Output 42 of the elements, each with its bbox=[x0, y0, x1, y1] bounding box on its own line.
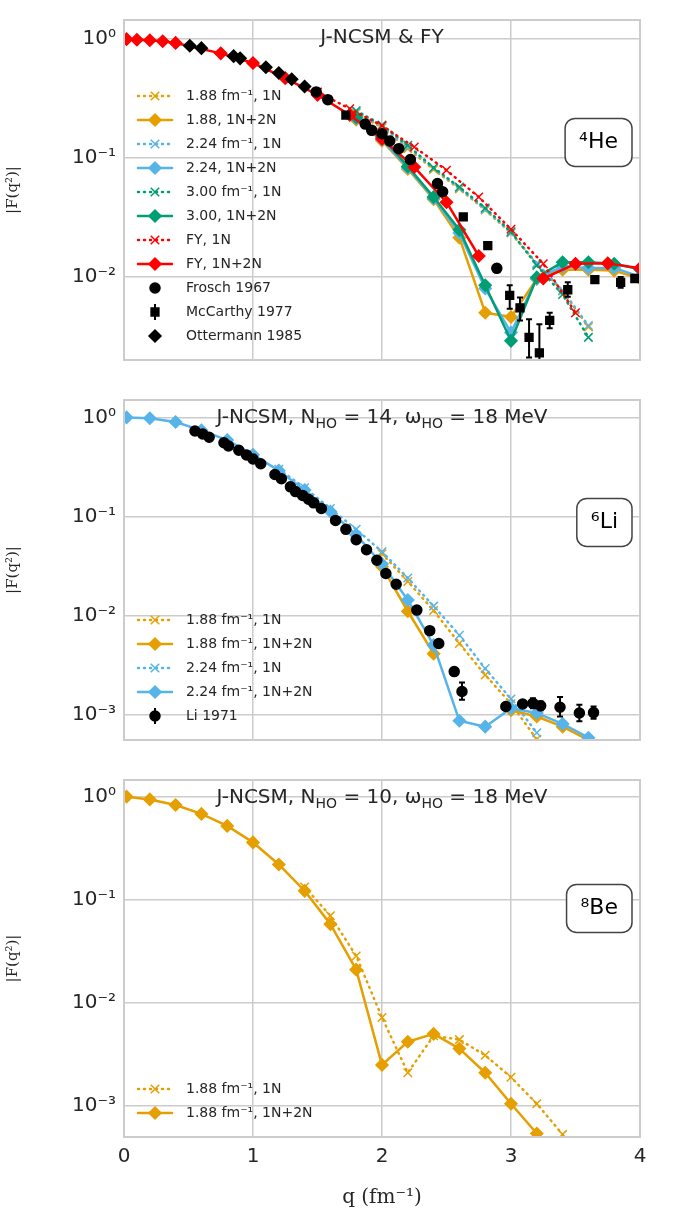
x-tick-label: 2 bbox=[375, 1143, 389, 1168]
legend-label: 3.00 fm⁻¹, 1N bbox=[186, 182, 282, 199]
legend-label: FY, 1N+2N bbox=[186, 254, 262, 271]
legend-label: 1.88, 1N+2N bbox=[186, 110, 277, 127]
y-axis-title: |F(q²)| bbox=[2, 166, 21, 214]
annotation: ⁶Li bbox=[590, 508, 619, 534]
legend-label: 1.88 fm⁻¹, 1N+2N bbox=[186, 634, 313, 651]
x-axis-title: q (fm⁻¹) bbox=[342, 1184, 422, 1209]
legend-label: McCarthy 1977 bbox=[186, 302, 293, 319]
y-tick-label: 10⁻¹ bbox=[71, 502, 116, 527]
legend-label: Ottermann 1985 bbox=[186, 326, 303, 343]
annotation: ⁸Be bbox=[580, 894, 619, 920]
y-tick-label: 10⁰ bbox=[82, 782, 116, 807]
legend-label: Li 1971 bbox=[186, 706, 238, 723]
legend-label: Frosch 1967 bbox=[186, 278, 271, 295]
y-tick-label: 10⁻¹ bbox=[71, 144, 116, 169]
legend-label: 1.88 fm⁻¹, 1N bbox=[186, 1079, 282, 1096]
y-tick-label: 10⁻² bbox=[71, 601, 116, 626]
y-tick-label: 10⁰ bbox=[82, 403, 116, 428]
x-tick-label: 1 bbox=[246, 1143, 260, 1168]
y-tick-label: 10⁻² bbox=[71, 989, 116, 1014]
legend-label: 1.88 fm⁻¹, 1N+2N bbox=[186, 1103, 313, 1120]
x-tick-label: 0 bbox=[117, 1143, 131, 1168]
chart-title: J-NCSM & FY bbox=[318, 24, 445, 49]
y-tick-label: 10⁻² bbox=[71, 263, 116, 288]
annotation: ⁴He bbox=[579, 128, 619, 154]
y-tick-label: 10⁰ bbox=[82, 25, 116, 50]
x-tick-label: 4 bbox=[633, 1143, 647, 1168]
y-axis-title: |F(q²)| bbox=[2, 934, 21, 983]
legend-label: FY, 1N bbox=[186, 230, 231, 247]
y-tick-label: 10⁻³ bbox=[71, 700, 116, 725]
legend-label: 2.24 fm⁻¹, 1N bbox=[186, 134, 282, 151]
y-tick-label: 10⁻¹ bbox=[71, 885, 116, 910]
legend-label: 3.00, 1N+2N bbox=[186, 206, 277, 223]
legend-label: 2.24, 1N+2N bbox=[186, 158, 277, 175]
legend-label: 2.24 fm⁻¹, 1N bbox=[186, 658, 282, 675]
legend-label: 1.88 fm⁻¹, 1N bbox=[186, 86, 282, 103]
y-tick-label: 10⁻³ bbox=[71, 1092, 116, 1117]
y-axis-title: |F(q²)| bbox=[2, 546, 21, 594]
legend-label: 1.88 fm⁻¹, 1N bbox=[186, 610, 282, 627]
x-tick-label: 3 bbox=[504, 1143, 518, 1168]
legend-label: 2.24 fm⁻¹, 1N+2N bbox=[186, 682, 313, 699]
